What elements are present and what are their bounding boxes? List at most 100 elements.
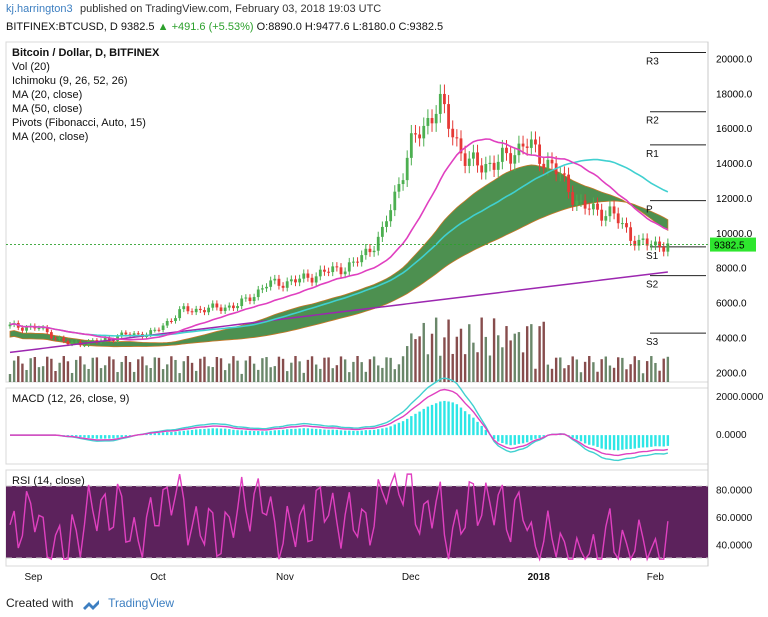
price-axis-label: 10000.0	[716, 229, 753, 240]
rsi-axis-label: 60.0000	[716, 513, 753, 524]
candle-body	[211, 303, 215, 308]
macd-histogram-bar	[281, 429, 285, 436]
volume-bar	[447, 319, 450, 382]
candle-body	[244, 297, 248, 299]
candle-body	[58, 337, 62, 339]
volume-bar	[281, 358, 285, 382]
candle-body	[8, 324, 12, 327]
chart-svg[interactable]: 20000.0 18000.0 16000.0 14000.0 12000.0 10000…	[4, 36, 768, 586]
candle-body	[430, 118, 434, 124]
footer-brand[interactable]: TradingView	[108, 596, 175, 610]
volume-bar	[323, 357, 326, 382]
macd-histogram-bar	[302, 428, 305, 436]
volume-bar	[418, 336, 421, 382]
volume-bar	[492, 318, 496, 382]
volume-bar	[145, 365, 148, 382]
macd-histogram-bar	[331, 429, 334, 436]
price-axis-label: 20000.0	[716, 54, 753, 65]
volume-bar	[629, 364, 632, 382]
macd-histogram-bar	[377, 429, 380, 436]
candle-body	[269, 280, 273, 287]
candle-body	[169, 320, 173, 322]
ticker-low: L:8180.0	[352, 21, 396, 33]
candle-body	[323, 269, 326, 272]
candle-body	[463, 153, 467, 166]
candle-body	[136, 333, 140, 335]
volume-bar	[389, 357, 392, 382]
volume-bar	[621, 357, 624, 382]
chart-area[interactable]: 20000.0 18000.0 16000.0 14000.0 12000.0 10000…	[4, 36, 768, 586]
volume-bar	[269, 367, 272, 382]
macd-axis-label: 0.0000	[716, 430, 747, 441]
volume-bar	[645, 361, 649, 382]
candle-body	[178, 309, 182, 319]
volume-bar	[211, 367, 214, 382]
volume-bar	[397, 364, 401, 382]
volume-bar	[33, 357, 37, 382]
candle-body	[380, 226, 384, 237]
macd-histogram-bar	[223, 428, 227, 436]
volume-bar	[310, 356, 314, 382]
volume-bar	[215, 356, 219, 382]
volume-bar	[579, 372, 583, 382]
macd-histogram-bar	[339, 430, 343, 436]
volume-bar	[364, 371, 368, 382]
macd-histogram-bar	[348, 430, 351, 436]
candle-body	[165, 320, 169, 326]
volume-bar	[314, 364, 318, 382]
candle-body	[546, 159, 550, 169]
macd-histogram-bar	[186, 430, 190, 436]
macd-histogram-bar	[459, 407, 463, 436]
pivot-label: P	[646, 205, 653, 216]
candle-body	[120, 332, 124, 337]
price-axis-label: 18000.0	[716, 89, 753, 100]
macd-histogram-bar	[83, 435, 86, 438]
candle-body	[616, 213, 620, 224]
candle-body	[649, 245, 653, 247]
candle-body	[447, 104, 450, 129]
macd-histogram-bar	[207, 428, 210, 436]
author-name[interactable]: kj.harrington3	[6, 3, 73, 15]
candle-body	[612, 206, 616, 214]
volume-bar	[257, 369, 260, 382]
volume-bar	[567, 365, 570, 382]
volume-bar	[666, 356, 670, 382]
ma200-line	[9, 271, 668, 354]
volume-bar	[25, 369, 28, 382]
volume-bar	[37, 367, 41, 382]
candle-body	[393, 191, 397, 211]
macd-histogram-bar	[99, 435, 103, 439]
candle-body	[385, 221, 388, 227]
candle-body	[662, 247, 666, 252]
candle-body	[223, 307, 227, 312]
volume-bar	[600, 359, 603, 382]
volume-bar	[534, 368, 537, 382]
candle-body	[629, 227, 633, 241]
volume-bar	[290, 362, 293, 382]
time-axis-label: 2018	[528, 572, 551, 583]
volume-bar	[70, 372, 74, 382]
volume-bar	[141, 356, 144, 382]
candle-body	[480, 165, 484, 173]
macd-histogram-bar	[244, 430, 248, 436]
volume-bar	[348, 372, 351, 382]
macd-histogram-bar	[401, 421, 405, 436]
candle-body	[236, 306, 239, 309]
candle-body	[542, 163, 546, 169]
macd-histogram-bar	[468, 414, 471, 436]
candle-body	[550, 159, 554, 164]
volume-bar	[625, 369, 628, 382]
volume-bar	[87, 368, 90, 382]
macd-histogram-bar	[178, 431, 181, 436]
macd-histogram-bar	[228, 429, 231, 436]
candle-body	[571, 192, 575, 205]
volume-bar	[472, 342, 475, 382]
macd-histogram-bar	[492, 435, 496, 439]
candle-body	[455, 137, 459, 139]
candle-body	[476, 152, 479, 166]
macd-histogram-bar	[306, 428, 310, 436]
volume-bar	[228, 363, 231, 382]
candle-body	[174, 318, 177, 322]
volume-bar	[199, 358, 202, 382]
volume-bar	[662, 358, 665, 382]
